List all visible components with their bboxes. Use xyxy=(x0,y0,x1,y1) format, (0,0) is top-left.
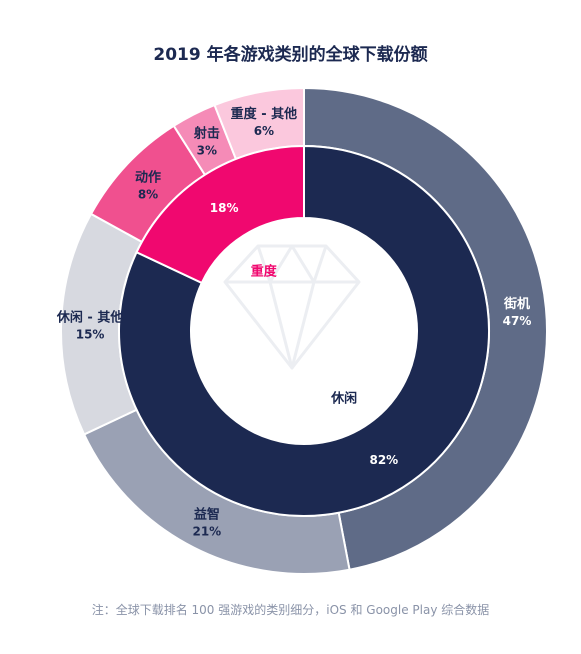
outer-label-name-4: 射击 xyxy=(193,125,220,141)
chart-title: 2019 年各游戏类别的全球下载份额 xyxy=(153,45,428,65)
outer-label-value-1: 21% xyxy=(192,525,221,539)
outer-label-value-2: 15% xyxy=(76,327,105,341)
inner-label-name-0: 休闲 xyxy=(330,390,357,406)
inner-label-value-1: 18% xyxy=(210,201,239,215)
outer-label-name-0: 街机 xyxy=(503,296,530,312)
footnote: 注：全球下载排名 100 强游戏的类别细分，iOS 和 Google Play … xyxy=(91,603,490,617)
outer-ring xyxy=(60,86,548,575)
inner-slice-1 xyxy=(135,144,305,285)
outer-label-value-0: 47% xyxy=(503,314,532,328)
inner-label-name-1: 重度 xyxy=(251,264,278,280)
diamond-watermark-icon xyxy=(223,244,361,370)
outer-label-name-5: 重度 - 其他 xyxy=(231,106,297,122)
outer-label-value-3: 8% xyxy=(138,188,158,202)
labels-layer: 街机 47% 益智 21% 休闲 - 其他 15% 动作 8% 射击 3% 重度 - 其他 6% 82%… xyxy=(56,106,532,539)
outer-label-name-1: 益智 xyxy=(194,507,220,523)
inner-ring xyxy=(118,144,490,517)
outer-label-name-3: 动作 xyxy=(135,170,161,186)
outer-label-value-4: 3% xyxy=(197,143,217,157)
outer-label-value-5: 6% xyxy=(254,124,274,138)
inner-label-value-0: 82% xyxy=(369,453,398,467)
inner-slice-0 xyxy=(118,144,490,517)
outer-label-name-2: 休闲 - 其他 xyxy=(56,309,123,325)
